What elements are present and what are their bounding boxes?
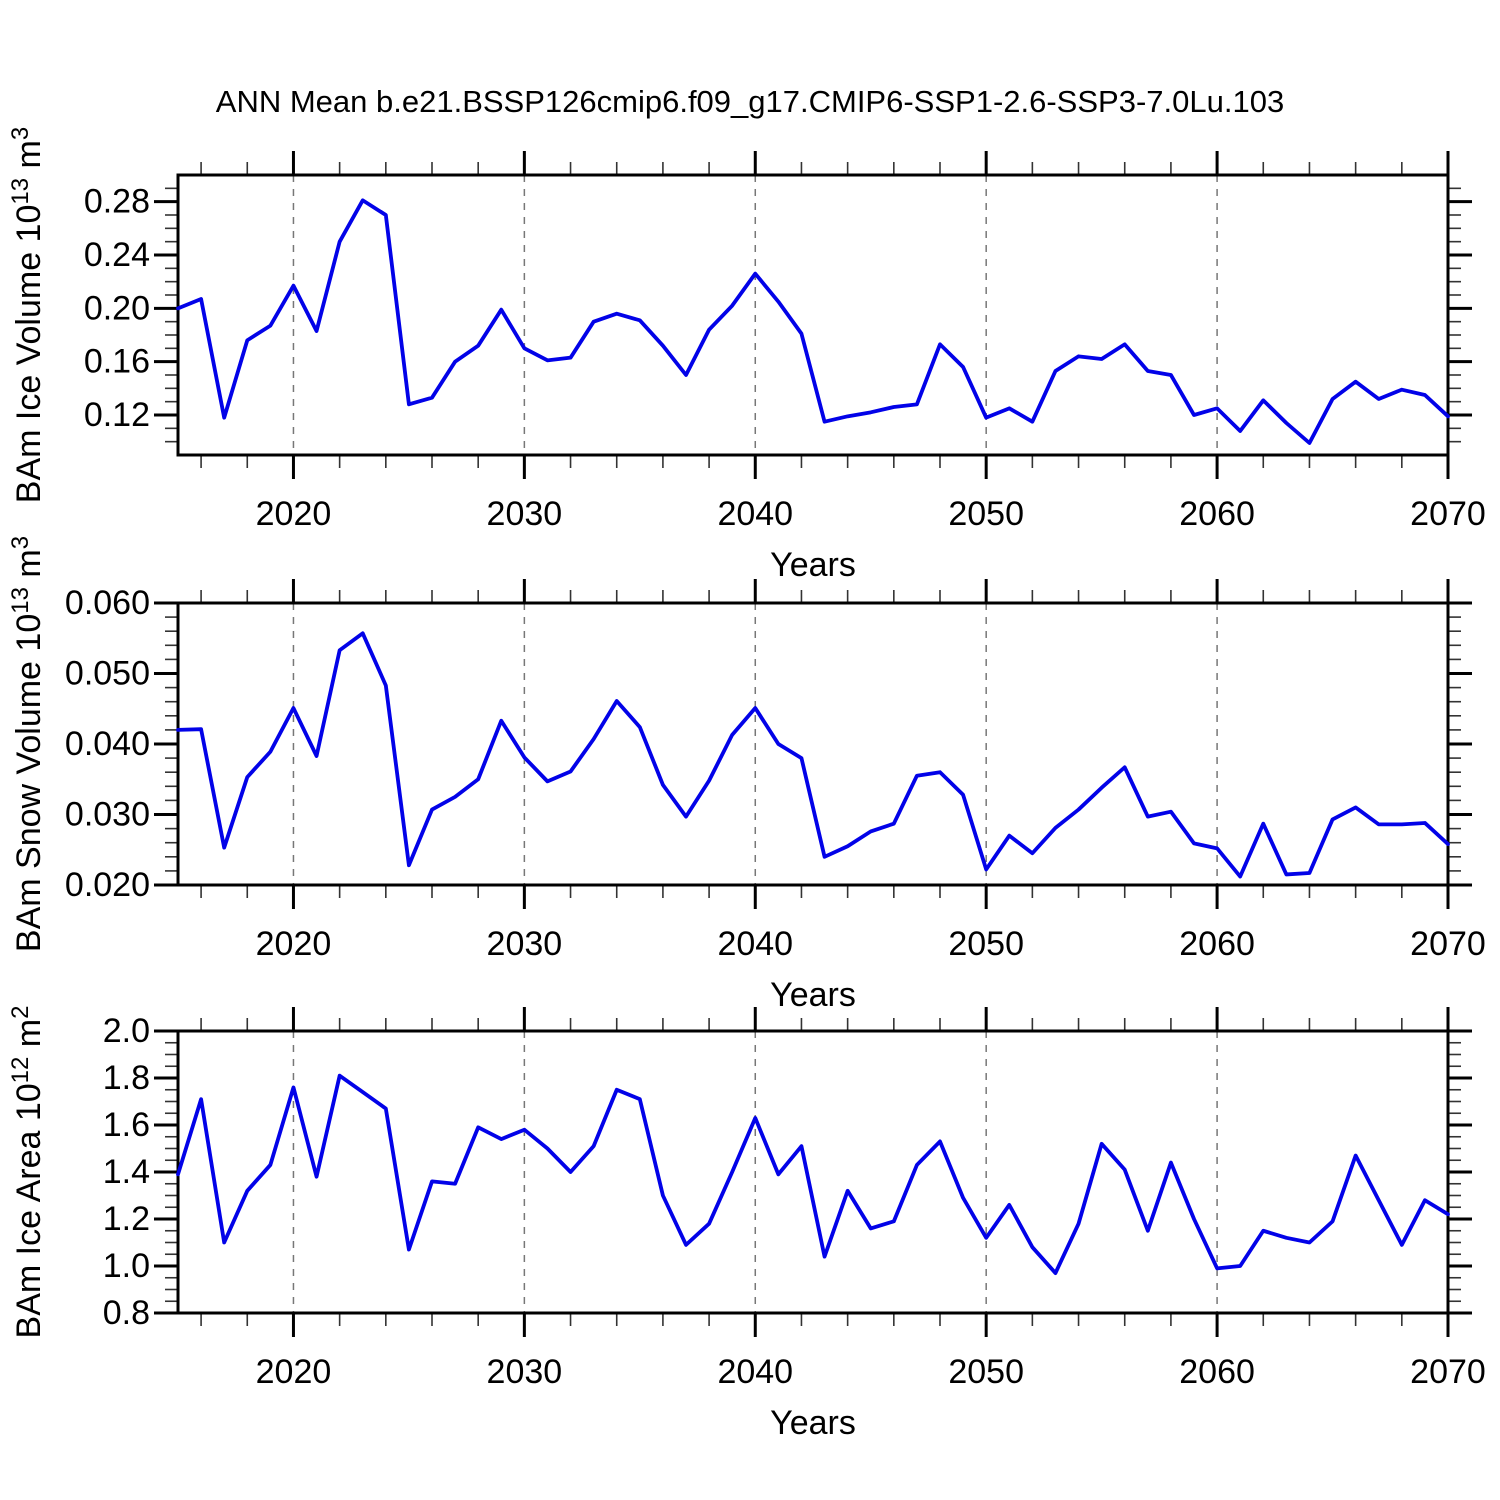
x-tick-label: 2070 <box>1410 1353 1486 1391</box>
y-axis-label-ice-area: BAm Ice Area 1012 m2 <box>7 1006 48 1339</box>
figure-title: ANN Mean b.e21.BSSP126cmip6.f09_g17.CMIP… <box>215 84 1285 119</box>
x-tick-label: 2030 <box>487 1353 563 1391</box>
x-tick-label: 2040 <box>717 1353 793 1391</box>
x-tick-label: 2030 <box>487 925 563 963</box>
x-tick-label: 2020 <box>256 925 332 963</box>
x-tick-label: 2040 <box>717 925 793 963</box>
x-tick-label: 2050 <box>948 495 1024 533</box>
x-tick-label: 2020 <box>256 495 332 533</box>
y-tick-label: 0.8 <box>103 1294 150 1332</box>
y-tick-label: 0.12 <box>84 396 150 434</box>
line-series-snow-volume <box>176 631 1450 879</box>
y-tick-label: 1.4 <box>103 1153 150 1191</box>
x-tick-label: 2070 <box>1410 495 1486 533</box>
y-tick-label: 0.20 <box>84 289 150 327</box>
y-axis-label-snow-volume: BAm Snow Volume 1013 m3 <box>7 536 48 952</box>
x-tick-label: 2050 <box>948 925 1024 963</box>
plot-border-ice-volume <box>176 173 1450 457</box>
y-tick-label: 0.050 <box>65 655 150 693</box>
y-tick-label: 0.16 <box>84 343 150 381</box>
x-tick-label: 2040 <box>717 495 793 533</box>
y-tick-label: 0.020 <box>65 866 150 904</box>
y-tick-label: 0.030 <box>65 796 150 834</box>
y-tick-label: 0.060 <box>65 584 150 622</box>
line-series-ice-volume <box>176 198 1450 445</box>
x-axis-label-ice-area: Years <box>770 1404 856 1442</box>
x-tick-label: 2060 <box>1179 495 1255 533</box>
x-axis-label-snow-volume: Years <box>770 976 856 1014</box>
line-series-ice-area <box>176 1073 1450 1275</box>
y-axis-label-ice-volume: BAm Ice Volume 1013 m3 <box>7 127 48 503</box>
y-tick-label: 1.0 <box>103 1247 150 1285</box>
x-tick-label: 2060 <box>1179 925 1255 963</box>
y-tick-label: 1.2 <box>103 1200 150 1238</box>
y-tick-label: 0.28 <box>84 183 150 221</box>
plot-border-ice-area <box>176 1029 1450 1315</box>
x-tick-label: 2050 <box>948 1353 1024 1391</box>
y-tick-label: 0.24 <box>84 236 150 274</box>
x-tick-label: 2030 <box>487 495 563 533</box>
x-tick-label: 2070 <box>1410 925 1486 963</box>
y-tick-label: 1.6 <box>103 1106 150 1144</box>
y-tick-label: 1.8 <box>103 1059 150 1097</box>
x-tick-label: 2060 <box>1179 1353 1255 1391</box>
x-tick-label: 2020 <box>256 1353 332 1391</box>
x-axis-label-ice-volume: Years <box>770 546 856 584</box>
y-tick-label: 0.040 <box>65 725 150 763</box>
plot-border-snow-volume <box>176 601 1450 887</box>
y-tick-label: 2.0 <box>103 1012 150 1050</box>
